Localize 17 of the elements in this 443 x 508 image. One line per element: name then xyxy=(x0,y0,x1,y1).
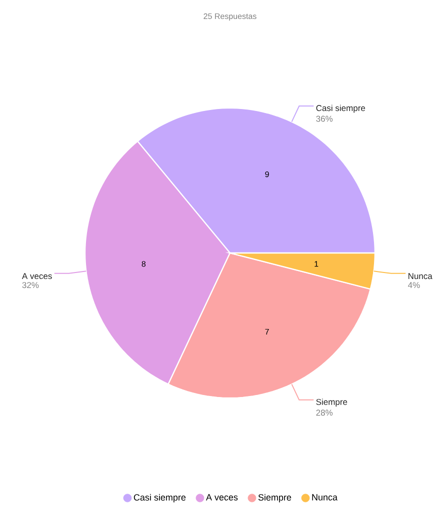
text: 8 xyxy=(142,261,146,267)
slice-label: A veces xyxy=(22,273,52,280)
legend-label: Siempre xyxy=(258,494,292,502)
data-label: 32% xyxy=(22,282,39,288)
text: 1 xyxy=(314,261,318,267)
data-label: 4% xyxy=(408,282,420,288)
text: 9 xyxy=(265,171,269,178)
data-label: 28% xyxy=(316,410,333,416)
legend-label: A veces xyxy=(206,494,238,500)
slice-label: Casi siempre xyxy=(316,104,366,113)
slice-label: Siempre xyxy=(316,398,348,407)
text: 7 xyxy=(265,328,269,334)
chart-title: 25 Respuestas xyxy=(204,13,256,21)
legend-label: Casi siempre xyxy=(134,494,186,502)
data-label: 36% xyxy=(316,116,333,122)
slice-label: Nunca xyxy=(408,273,432,280)
legend-label: Nunca xyxy=(312,494,338,500)
